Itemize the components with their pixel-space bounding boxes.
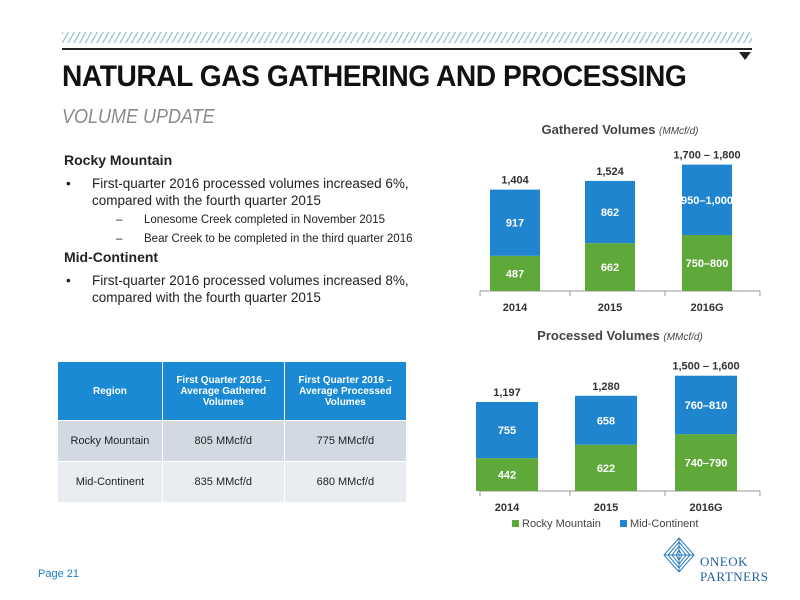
chart-bar-mid-continent xyxy=(585,180,635,244)
total-label: 1,280 xyxy=(592,381,620,393)
rocky-sub-bullet-2: Bear Creek to be completed in the third … xyxy=(64,232,414,247)
data-label: 862 xyxy=(601,207,619,219)
data-label: 760–810 xyxy=(685,400,728,412)
table-row: Rocky Mountain 805 MMcf/d 775 MMcf/d xyxy=(58,420,406,462)
mid-bullet: First-quarter 2016 processed volumes inc… xyxy=(64,272,414,306)
chart-title: Gathered Volumes (MMcf/d) xyxy=(542,122,699,137)
table-header-row: Region First Quarter 2016 – Average Gath… xyxy=(58,362,406,421)
logo-line-1: ONEOK xyxy=(700,554,748,569)
x-tick-label: 2014 xyxy=(503,302,528,314)
data-label: 755 xyxy=(498,425,516,437)
x-tick-label: 2016G xyxy=(689,502,722,514)
x-tick-label: 2016G xyxy=(690,302,723,314)
table-cell: 835 MMcf/d xyxy=(162,461,285,502)
total-label: 1,404 xyxy=(501,175,529,187)
total-label: 1,700 – 1,800 xyxy=(673,150,740,162)
data-label: 658 xyxy=(597,415,615,427)
triangle-marker-icon xyxy=(739,52,751,60)
x-tick-label: 2014 xyxy=(495,502,520,514)
gathered-volumes-chart: Gathered Volumes (MMcf/d) 487 917 1,404 2014… xyxy=(479,122,761,314)
company-logo-text: ONEOK PARTNERS xyxy=(700,554,769,584)
chart-bar-rocky-mountain xyxy=(585,243,635,291)
total-label: 1,500 – 1,600 xyxy=(672,361,739,373)
bullet-text-block: Rocky Mountain First-quarter 2016 proces… xyxy=(64,150,414,306)
data-label: 487 xyxy=(506,268,524,280)
table-cell: Mid-Continent xyxy=(58,461,163,502)
chart-title-unit: (MMcf/d) xyxy=(659,126,698,137)
total-label: 1,524 xyxy=(596,166,624,178)
chart-bar-mid-continent xyxy=(476,401,538,459)
data-label: 750–800 xyxy=(686,258,729,270)
chart-bar-mid-continent xyxy=(682,164,732,236)
oneok-logo-icon xyxy=(663,537,695,573)
rocky-bullet: First-quarter 2016 processed volumes inc… xyxy=(64,175,414,209)
page-subtitle: VOLUME UPDATE xyxy=(62,106,215,128)
mid-heading: Mid-Continent xyxy=(64,249,159,265)
chart-bar-rocky-mountain xyxy=(682,235,732,291)
table-cell: 775 MMcf/d xyxy=(284,420,406,462)
header-hatch-band xyxy=(62,32,752,43)
data-label: 917 xyxy=(506,218,524,230)
legend-swatch-mid-continent xyxy=(620,520,627,527)
processed-volumes-chart: Processed Volumes (MMcf/d) 442 755 1,197 201… xyxy=(476,328,761,530)
rocky-sub-bullet-1: Lonesome Creek completed in November 201… xyxy=(64,213,414,228)
table-header-cell: First Quarter 2016 – Average Processed V… xyxy=(284,362,406,421)
data-label: 442 xyxy=(498,470,516,482)
chart-bar-rocky-mountain xyxy=(575,444,637,491)
chart-bar-mid-continent xyxy=(575,395,637,445)
x-tick-label: 2015 xyxy=(594,502,618,514)
chart-title-main: Gathered Volumes xyxy=(542,122,660,137)
table-header-cell: First Quarter 2016 – Average Gathered Vo… xyxy=(162,362,285,421)
table-row: Mid-Continent 835 MMcf/d 680 MMcf/d xyxy=(58,461,406,502)
header-rule xyxy=(62,48,752,50)
data-label: 622 xyxy=(597,463,615,475)
x-tick-label: 2015 xyxy=(598,302,622,314)
data-label: 950–1,000 xyxy=(681,195,733,207)
chart-title-unit: (MMcf/d) xyxy=(663,332,702,343)
table-cell: Rocky Mountain xyxy=(58,420,163,462)
chart-bar-mid-continent xyxy=(675,375,737,435)
table-header-cell: Region xyxy=(58,362,163,421)
chart-title: Processed Volumes (MMcf/d) xyxy=(537,328,703,343)
chart-bar-rocky-mountain xyxy=(490,255,540,291)
chart-bar-mid-continent xyxy=(490,189,540,256)
rocky-heading: Rocky Mountain xyxy=(64,152,173,168)
chart-bar-rocky-mountain xyxy=(476,458,538,491)
table-cell: 680 MMcf/d xyxy=(284,461,406,502)
data-label: 662 xyxy=(601,262,619,274)
total-label: 1,197 xyxy=(493,387,521,399)
volume-table: Region First Quarter 2016 – Average Gath… xyxy=(58,362,406,502)
logo-line-2: PARTNERS xyxy=(700,569,769,584)
legend-swatch-rocky-mountain xyxy=(512,520,519,527)
chart-bar-rocky-mountain xyxy=(675,434,737,491)
legend-label: Mid-Continent xyxy=(630,518,698,530)
page-title: NATURAL GAS GATHERING AND PROCESSING xyxy=(62,60,687,93)
chart-title-main: Processed Volumes xyxy=(537,328,663,343)
table-cell: 805 MMcf/d xyxy=(162,420,285,462)
page-number: Page 21 xyxy=(38,568,79,580)
data-label: 740–790 xyxy=(685,458,728,470)
legend-label: Rocky Mountain xyxy=(522,518,601,530)
